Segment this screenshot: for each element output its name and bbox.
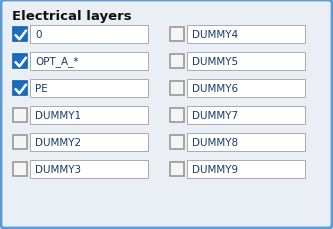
Text: DUMMY8: DUMMY8	[192, 137, 238, 147]
Bar	[30, 106, 148, 124]
Bar	[30, 134, 148, 151]
Text: Electrical layers: Electrical layers	[12, 10, 132, 23]
Bar	[170, 82, 184, 95]
Bar	[13, 82, 27, 95]
Bar	[30, 53, 148, 71]
Bar	[170, 135, 184, 149]
Text: OPT_A_*: OPT_A_*	[35, 56, 79, 67]
Bar	[170, 55, 184, 69]
Bar	[170, 109, 184, 123]
Bar	[13, 135, 27, 149]
Bar	[30, 160, 148, 178]
Bar	[13, 55, 27, 69]
Text: DUMMY4: DUMMY4	[192, 30, 238, 40]
Bar	[170, 162, 184, 176]
Text: 0: 0	[35, 30, 42, 40]
Text: DUMMY2: DUMMY2	[35, 137, 81, 147]
Text: DUMMY7: DUMMY7	[192, 111, 238, 120]
Text: DUMMY5: DUMMY5	[192, 57, 238, 67]
Bar	[13, 28, 27, 42]
Bar	[13, 162, 27, 176]
Bar	[187, 160, 305, 178]
Text: DUMMY3: DUMMY3	[35, 164, 81, 174]
Bar	[187, 53, 305, 71]
Bar	[187, 26, 305, 44]
Bar	[30, 26, 148, 44]
Text: PE: PE	[35, 84, 48, 94]
Bar	[170, 28, 184, 42]
Bar	[187, 80, 305, 98]
Bar	[13, 109, 27, 123]
Bar	[30, 80, 148, 98]
Text: DUMMY9: DUMMY9	[192, 164, 238, 174]
Bar	[187, 134, 305, 151]
Text: DUMMY6: DUMMY6	[192, 84, 238, 94]
Bar	[187, 106, 305, 124]
Text: DUMMY1: DUMMY1	[35, 111, 81, 120]
